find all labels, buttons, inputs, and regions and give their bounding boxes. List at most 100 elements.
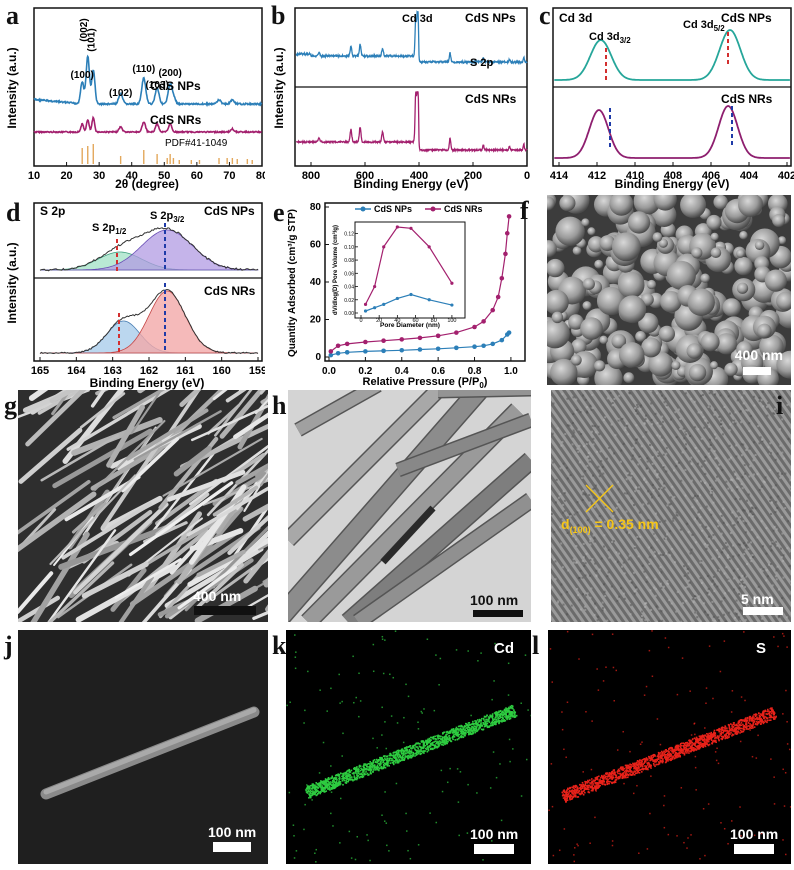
panel-label-e: e (273, 198, 285, 227)
panel-label-c: c (539, 1, 551, 30)
e-point (344, 350, 350, 355)
e-ytick: 0 (315, 352, 321, 363)
panel-label-b: b (271, 1, 286, 30)
h-scale-label: 100 nm (470, 592, 519, 608)
a-series-nr: CdS NRs (150, 113, 202, 127)
panel-label-j: j (4, 631, 13, 660)
a-peak-label: (103) (145, 80, 168, 91)
e-inset-ylabel: dV/dlog(D) Pore Volume (cm³/g) (332, 225, 339, 315)
d-series-nr: CdS NRs (204, 284, 256, 298)
e-point (503, 251, 508, 257)
e-point (328, 352, 334, 358)
e-inset-ytick: 0.08 (344, 258, 354, 264)
e-inset-point (395, 296, 399, 301)
e-inset-xtick: 60 (412, 318, 418, 324)
i-scale-label: 5 nm (741, 591, 774, 607)
e-ytick: 60 (310, 240, 322, 251)
e-point (399, 337, 405, 342)
g-scale-bar (194, 606, 256, 615)
d-xlabel: Binding Energy (eV) (90, 376, 205, 390)
e-inset-ytick: 0.00 (344, 311, 354, 317)
e-inset-xtick: 20 (376, 318, 382, 324)
a-xtick: 40 (126, 170, 138, 182)
e-inset-xtick: 100 (447, 318, 456, 324)
j-scale-bar (213, 842, 251, 852)
e-point (472, 344, 477, 349)
panel-label-d: d (6, 198, 21, 227)
l-element: S (756, 640, 767, 657)
e-point (417, 347, 423, 352)
b-xlabel: Binding Energy (eV) (354, 177, 469, 191)
e-legend-np: CdS NPs (374, 204, 412, 214)
h-scale-bar (473, 610, 523, 617)
e-legend-nr: CdS NRs (444, 204, 483, 214)
a-peak-label: (102) (109, 88, 132, 99)
e-ytick: 40 (310, 277, 322, 288)
e-xtick: 0.2 (358, 366, 372, 377)
a-xtick: 70 (223, 170, 235, 182)
d-title: S 2p (40, 204, 65, 218)
k-scale-label: 100 nm (470, 826, 519, 842)
panel-d: 165 164 163 162 161 160 159 S 2p CdS NPs CdS N… (0, 195, 267, 391)
e-point (381, 338, 386, 343)
bet-chart: 0.0 0.2 0.4 0.6 0.8 1.0 0 20 40 60 80 CdS NPs CdS … (287, 202, 526, 390)
c-xtick: 414 (550, 170, 569, 182)
c-peak1: Cd 3d3/2 (589, 31, 631, 45)
e-inset-point (450, 281, 454, 285)
e-inset-point (373, 306, 377, 310)
e-inset-point (373, 284, 377, 289)
e-inset-point (363, 309, 368, 313)
e-point (454, 330, 459, 335)
e-point (472, 324, 477, 330)
e-point (506, 330, 512, 335)
k-element: Cd (494, 640, 514, 657)
e-point (328, 349, 334, 354)
panel-label-g: g (4, 391, 17, 420)
e-xlabel: Relative Pressure (P/P0) (363, 376, 488, 390)
e-inset-point (450, 303, 454, 307)
d-peak2: S 2p3/2 (150, 210, 185, 224)
b-ylabel: Intensity (a.u.) (272, 47, 286, 128)
c-xtick: 402 (778, 170, 794, 182)
l-scale-label: 100 nm (730, 826, 779, 842)
e-point (481, 319, 486, 324)
a-peak-label: (101) (87, 28, 98, 51)
panel-label-a: a (6, 1, 19, 30)
a-peak-label: (200) (158, 68, 181, 79)
e-point (481, 343, 486, 349)
a-xtick: 10 (28, 170, 40, 182)
panel-e: 0.0 0.2 0.4 0.6 0.8 1.0 0 20 40 60 80 CdS NPs CdS … (265, 195, 533, 390)
c-title: Cd 3d (559, 11, 592, 25)
f-scale-label: 400 nm (734, 347, 783, 363)
cd-eds-map: Cd 100 nm (286, 630, 531, 864)
c-xtick: 408 (664, 170, 682, 182)
tem-image: 100 nm (288, 390, 531, 622)
l-scale-bar (734, 844, 774, 854)
e-point (381, 348, 386, 354)
e-point (495, 294, 501, 300)
e-point (504, 230, 510, 236)
j-scale-label: 100 nm (208, 824, 257, 840)
e-point (435, 346, 441, 352)
e-inset-ytick: 0.12 (344, 232, 354, 238)
panel-label-k: k (272, 631, 287, 660)
a-series-np: CdS NPs (150, 79, 201, 93)
a-peak-label: (100) (71, 70, 94, 81)
a-xtick: 30 (93, 170, 105, 182)
e-ytick: 80 (310, 202, 322, 213)
a-ylabel: Intensity (a.u.) (5, 47, 19, 128)
e-point (417, 335, 423, 341)
a-peak-label: (110) (132, 64, 155, 75)
d-ylabel: Intensity (a.u.) (5, 242, 19, 323)
c-xlabel: Binding Energy (eV) (615, 177, 730, 191)
cd3d-chart: 414 412 410 408 406 404 402 Cd 3d CdS NPs CdS … (550, 7, 794, 191)
d-xtick: 165 (31, 365, 49, 377)
panel-label-l: l (532, 631, 540, 660)
d-xtick: 164 (67, 365, 86, 377)
b-xtick: 800 (302, 170, 320, 182)
e-inset-xtick: 40 (394, 318, 400, 324)
c-series-nr: CdS NRs (721, 92, 773, 106)
e-inset-point (363, 302, 368, 306)
g-scale-label: 400 nm (193, 588, 242, 604)
b-xtick: 600 (356, 170, 374, 182)
